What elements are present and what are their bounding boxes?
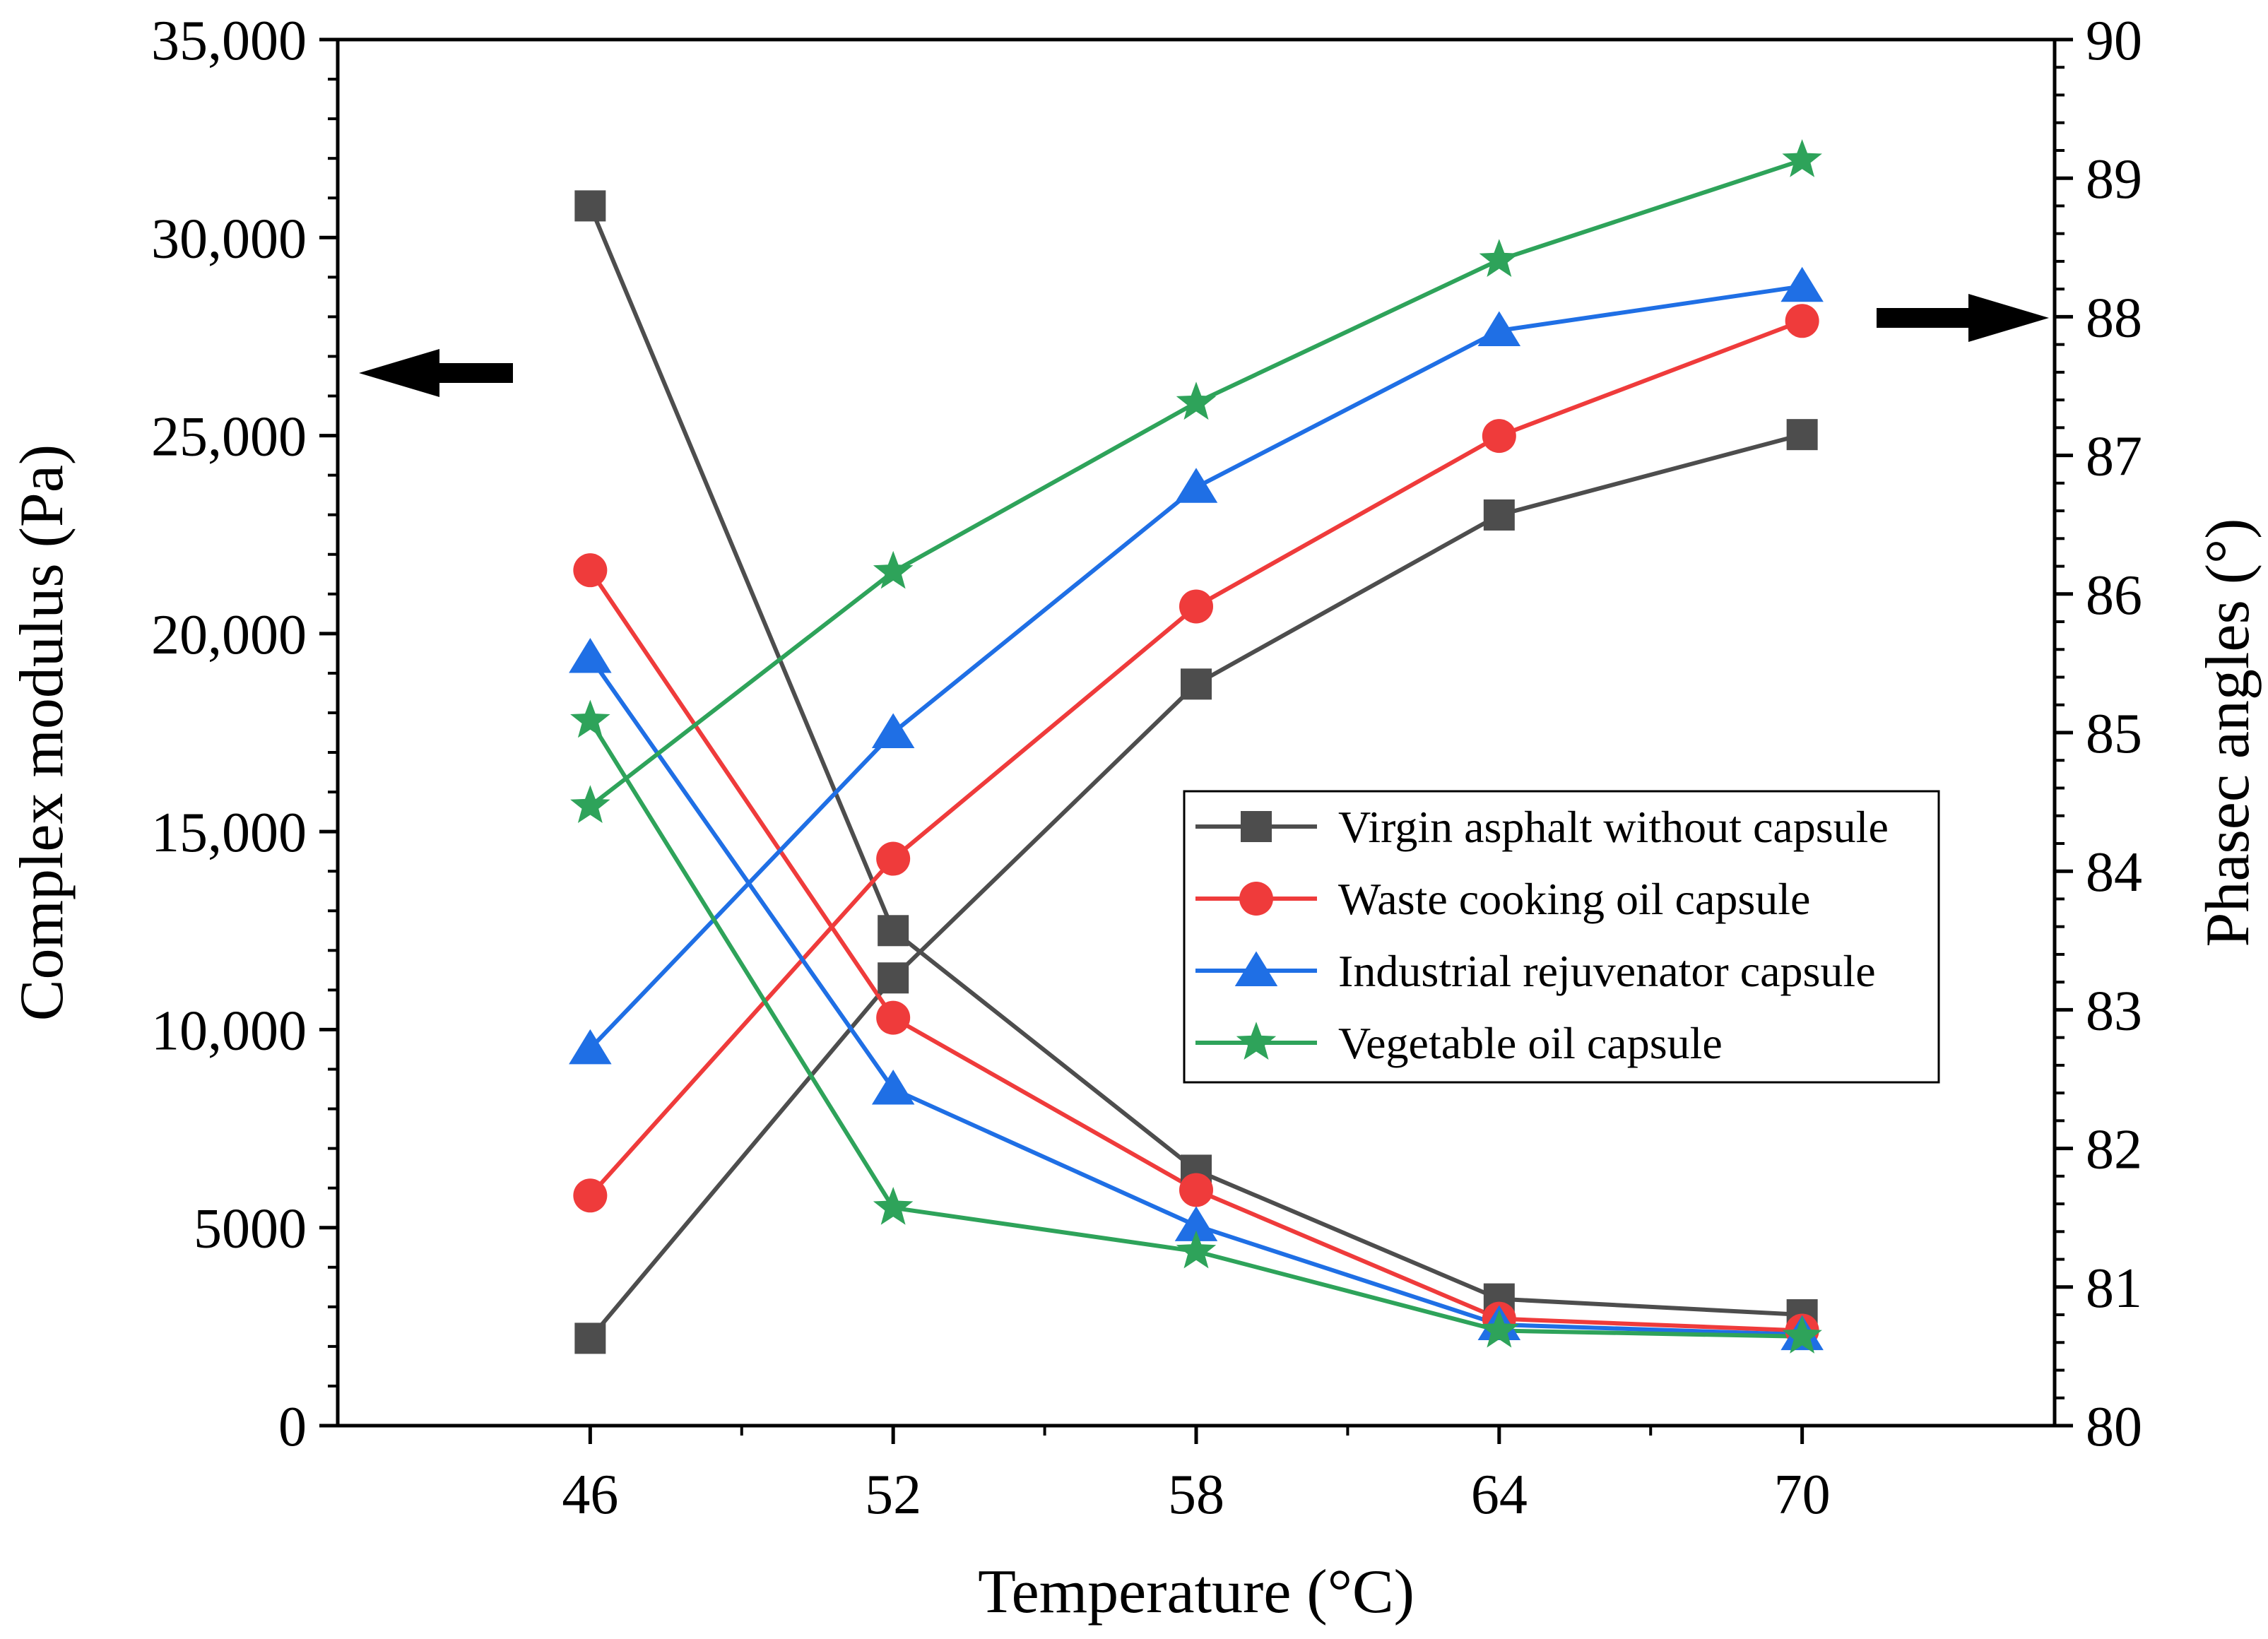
phase-angle-point [570, 785, 610, 823]
right-axis-arrow-icon [1877, 294, 2049, 342]
phase-angle-point [1786, 419, 1818, 451]
left-y-tick-label: 30,000 [151, 208, 307, 270]
phase-angle-point [1174, 468, 1218, 503]
left-y-tick-label: 15,000 [151, 802, 307, 864]
complex-modulus-point [1176, 1230, 1217, 1269]
x-tick-label: 58 [1168, 1464, 1224, 1526]
phase-angle-point [1482, 419, 1516, 454]
right-y-tick-label: 82 [2086, 1119, 2142, 1181]
phase-angle-point [1179, 589, 1213, 624]
phase-angle-point [1782, 139, 1822, 177]
complex-modulus-point [574, 190, 606, 222]
complex-modulus-line [588, 205, 1802, 1318]
right-y-tick-label: 88 [2086, 287, 2142, 349]
left-y-tick-label: 10,000 [151, 1000, 307, 1062]
right-y-tick-label: 81 [2086, 1258, 2142, 1320]
legend-marker [1236, 1022, 1277, 1060]
phase-angle-point [1479, 239, 1520, 277]
left-y-tick-label: 25,000 [151, 406, 307, 468]
right-y-tick-label: 90 [2086, 10, 2142, 72]
phase-angle-point [873, 550, 914, 589]
x-tick-label: 52 [865, 1464, 921, 1526]
complex-modulus-point [871, 1070, 915, 1105]
phase-angle-point [573, 1178, 608, 1213]
right-y-tick-label: 86 [2086, 564, 2142, 627]
phase-angle-point [574, 1323, 606, 1354]
left-y-tick-label: 5000 [194, 1198, 307, 1260]
phase-angle-point [1176, 381, 1217, 420]
phase-angle-point [1181, 668, 1212, 700]
phase-angle-point [1477, 311, 1521, 347]
legend-marker [1241, 811, 1272, 842]
complex-modulus-point [1782, 1315, 1822, 1354]
right-y-tick-label: 80 [2086, 1396, 2142, 1458]
legend-marker [1234, 951, 1278, 986]
phase-angle-point [1780, 266, 1824, 302]
complex-modulus-point [878, 915, 909, 947]
right-y-tick-label: 83 [2086, 980, 2142, 1042]
legend-marker [1239, 882, 1273, 916]
x-tick-label: 64 [1471, 1464, 1528, 1526]
legend-label: Virgin asphalt without capsule [1338, 802, 1889, 852]
right-y-tick-label: 85 [2086, 703, 2142, 765]
complex-modulus-point [1179, 1173, 1213, 1207]
phase-angle-point [876, 841, 911, 876]
complex-modulus-point [569, 637, 612, 673]
left-y-axis-title: Complex modulus (Pa) [8, 444, 76, 1021]
legend-box [1183, 790, 1940, 1084]
legend-label: Waste cooking oil capsule [1338, 874, 1810, 924]
right-y-tick-label: 89 [2086, 148, 2142, 211]
phase-angle-point [1483, 499, 1515, 531]
complex-modulus-point [573, 553, 608, 588]
right-y-axis-title: Phasec angles (°) [2194, 519, 2262, 947]
x-tick-label: 46 [562, 1464, 618, 1526]
right-y-tick-label: 84 [2086, 841, 2142, 904]
complex-modulus-point [1479, 1309, 1520, 1348]
x-tick-label: 70 [1774, 1464, 1831, 1526]
x-axis-title: Temperature (°C) [978, 1558, 1414, 1626]
left-y-tick-label: 35,000 [151, 10, 307, 72]
left-y-tick-label: 0 [278, 1396, 307, 1458]
left-axis-arrow-icon [359, 349, 513, 397]
right-y-tick-label: 87 [2086, 426, 2142, 488]
phase-angle-point [569, 1029, 612, 1065]
complex-modulus-point [873, 1187, 914, 1225]
phase-angle-point [1785, 304, 1819, 338]
complex-modulus-point [570, 699, 610, 738]
left-y-tick-label: 20,000 [151, 604, 307, 666]
legend-label: Vegetable oil capsule [1338, 1018, 1723, 1068]
phase-angle-point [871, 713, 915, 748]
legend-label: Industrial rejuvenator capsule [1338, 946, 1876, 996]
phase-angle-point [878, 962, 909, 994]
complex-modulus-point [876, 1000, 911, 1035]
complex-modulus-point [1174, 1206, 1218, 1241]
